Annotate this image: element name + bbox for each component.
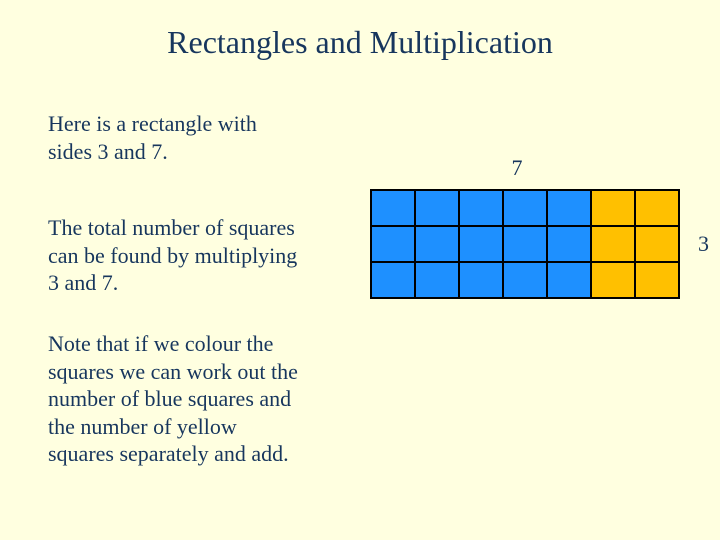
grid-cell xyxy=(547,226,591,262)
grid-cell xyxy=(591,190,635,226)
paragraph-2: The total number of squares can be found… xyxy=(48,214,298,297)
grid-wrap xyxy=(370,189,680,299)
grid-cell xyxy=(635,190,679,226)
grid-cell xyxy=(459,262,503,298)
grid-cell xyxy=(591,262,635,298)
grid-cell xyxy=(503,190,547,226)
grid-cell xyxy=(591,226,635,262)
grid-cell xyxy=(371,190,415,226)
grid-cell xyxy=(635,226,679,262)
grid-top-label: 7 xyxy=(370,155,664,181)
page-title: Rectangles and Multiplication xyxy=(0,24,720,61)
grid-cell xyxy=(371,226,415,262)
grid-cell xyxy=(547,262,591,298)
grid-cell xyxy=(415,190,459,226)
grid-cell xyxy=(503,262,547,298)
paragraph-1: Here is a rectangle with sides 3 and 7. xyxy=(48,110,298,165)
grid-cell xyxy=(371,262,415,298)
grid-cell xyxy=(503,226,547,262)
grid-cell xyxy=(635,262,679,298)
paragraph-3: Note that if we colour the squares we ca… xyxy=(48,330,298,468)
grid-table xyxy=(370,189,680,299)
grid-cell xyxy=(547,190,591,226)
grid-cell xyxy=(415,262,459,298)
grid-right-label: 3 xyxy=(698,231,709,257)
grid-cell xyxy=(459,190,503,226)
grid-cell xyxy=(415,226,459,262)
rectangle-diagram: 7 3 xyxy=(370,155,710,299)
grid-cell xyxy=(459,226,503,262)
